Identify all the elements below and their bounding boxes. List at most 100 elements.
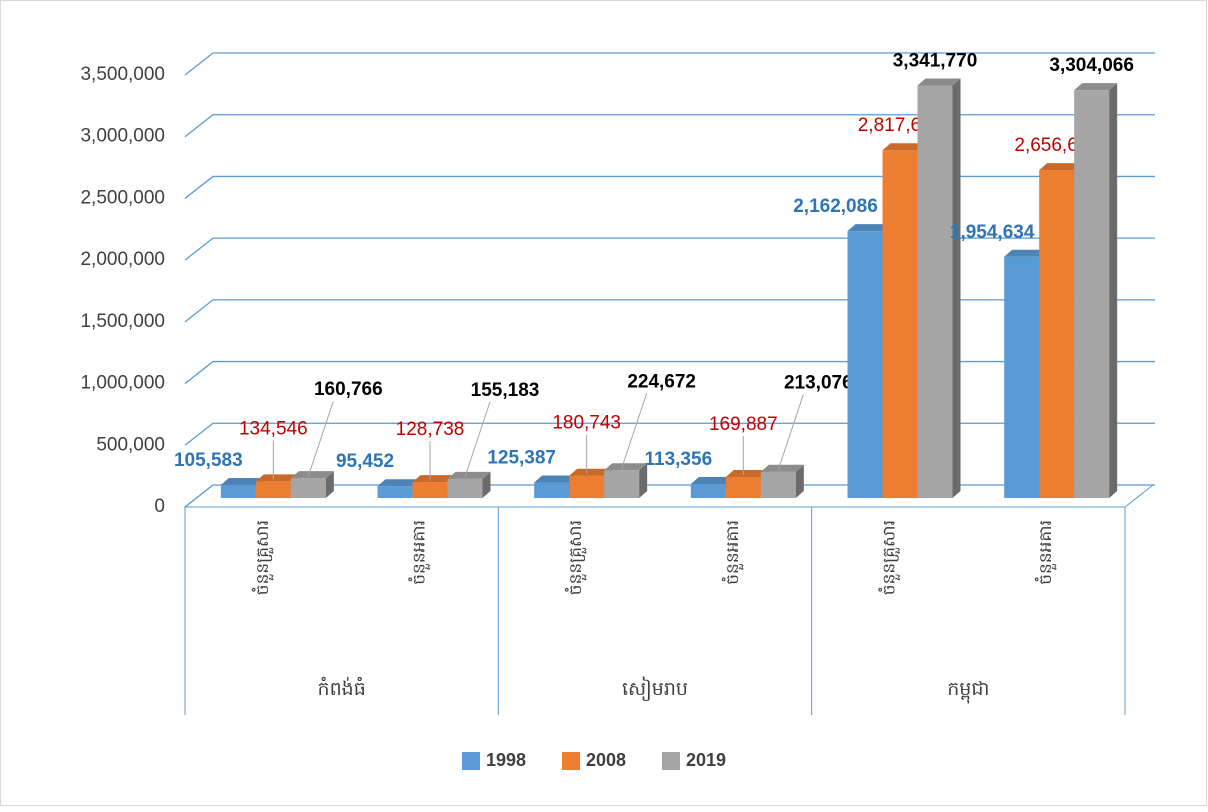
- data-label: 134,546: [239, 418, 308, 439]
- bar: [917, 78, 961, 499]
- bar-front: [882, 150, 918, 498]
- bar-front: [1039, 170, 1075, 498]
- bar-top: [1004, 249, 1048, 257]
- x-tick-label: ចំនួនអគារ: [721, 520, 744, 585]
- bar-top: [847, 224, 891, 232]
- group-label: កម្ពុជា: [947, 679, 989, 704]
- x-tick-label: ចំនួនគ្រួសារ: [564, 520, 587, 595]
- bar-front: [917, 85, 953, 499]
- legend-label: 2008: [586, 750, 626, 770]
- y-tick-label: 0: [154, 496, 165, 517]
- bar-front: [412, 482, 448, 498]
- bar-front: [760, 471, 796, 498]
- data-label: 113,356: [645, 449, 713, 470]
- bar-top: [725, 470, 769, 478]
- data-label: 95,452: [336, 451, 394, 472]
- leader-line: [621, 393, 648, 469]
- bar-side: [952, 78, 961, 499]
- bar-side: [482, 471, 491, 498]
- grid-line: [184, 360, 1155, 385]
- data-label: 213,076: [784, 373, 853, 394]
- y-tick-label: 500,000: [96, 434, 165, 455]
- bar: [447, 471, 491, 498]
- bar-front: [447, 478, 483, 498]
- x-tick-label: ចំនួនអគារ: [407, 520, 430, 585]
- bar-front: [569, 475, 605, 498]
- bar: [1074, 83, 1118, 499]
- bar-top: [760, 464, 804, 472]
- bar-top: [569, 468, 613, 476]
- data-label: 125,387: [487, 448, 556, 469]
- y-tick-label: 3,000,000: [80, 126, 165, 147]
- data-label: 224,672: [627, 371, 696, 392]
- bar-top: [412, 475, 456, 483]
- bar: [760, 464, 804, 498]
- bar-top: [534, 475, 578, 483]
- leader-line: [777, 394, 804, 470]
- legend-label: 1998: [486, 750, 526, 770]
- bar-top: [1039, 163, 1083, 171]
- bar-front: [604, 470, 640, 498]
- bar-top: [220, 477, 264, 485]
- data-label: 105,583: [174, 450, 243, 471]
- data-label: 160,766: [314, 379, 383, 400]
- grid-line: [184, 52, 1155, 76]
- group-label: សៀមរាប: [622, 676, 688, 702]
- bar-top: [1074, 83, 1118, 91]
- bar-front: [220, 484, 256, 498]
- data-label: 3,341,770: [893, 51, 978, 72]
- group-label: កំពង់ធំ: [318, 676, 366, 700]
- data-label: 169,887: [709, 414, 778, 435]
- grid-line: [184, 299, 1155, 323]
- bar-top: [882, 143, 926, 151]
- bar-front: [290, 478, 326, 498]
- bar-front: [1074, 90, 1110, 499]
- data-label: 180,743: [552, 413, 621, 434]
- data-label: 128,738: [396, 419, 465, 440]
- bar-front: [377, 486, 413, 498]
- y-tick-label: 1,000,000: [80, 373, 165, 394]
- bar-top: [690, 477, 734, 485]
- legend-label: 2019: [686, 750, 726, 770]
- bar-top: [917, 78, 961, 86]
- bar-front: [255, 481, 291, 498]
- bar-front: [1004, 256, 1040, 498]
- bar: [290, 471, 334, 498]
- bar-side: [325, 471, 334, 498]
- y-tick-label: 2,000,000: [80, 249, 165, 270]
- bar-front: [690, 484, 726, 498]
- bar-front: [534, 482, 570, 498]
- bar-top: [447, 471, 491, 479]
- leader-line: [464, 401, 491, 478]
- bar-side: [1109, 83, 1118, 499]
- y-tick-label: 3,500,000: [80, 64, 165, 85]
- data-label: 1,954,634: [950, 222, 1035, 243]
- grid-line: [184, 175, 1155, 199]
- bar-top: [255, 474, 299, 482]
- x-tick-label: ចំនួនគ្រួសារ: [877, 520, 900, 595]
- bar-top: [290, 471, 334, 479]
- grid-line: [184, 114, 1155, 138]
- legend-swatch: [562, 752, 580, 770]
- bar-front: [847, 231, 883, 498]
- bar-front: [725, 477, 761, 498]
- bar-side: [795, 464, 804, 498]
- data-label: 2,162,086: [793, 196, 878, 217]
- bar-top: [377, 479, 421, 487]
- y-tick-label: 1,500,000: [80, 311, 165, 332]
- data-label: 3,304,066: [1049, 55, 1134, 76]
- bar-top: [604, 463, 648, 471]
- x-tick-label: ចំនួនគ្រួសារ: [251, 520, 274, 595]
- data-label: 155,183: [471, 380, 540, 401]
- grid-line: [184, 422, 1155, 446]
- legend-swatch: [462, 752, 480, 770]
- grid-line: [184, 237, 1155, 261]
- x-tick-label: ចំនួនអគារ: [1034, 520, 1057, 585]
- y-tick-label: 2,500,000: [80, 187, 165, 208]
- bar: [604, 463, 648, 498]
- leader-line: [307, 400, 334, 477]
- legend-swatch: [662, 752, 680, 770]
- bar-side: [639, 463, 648, 498]
- grid-line: [184, 484, 1155, 508]
